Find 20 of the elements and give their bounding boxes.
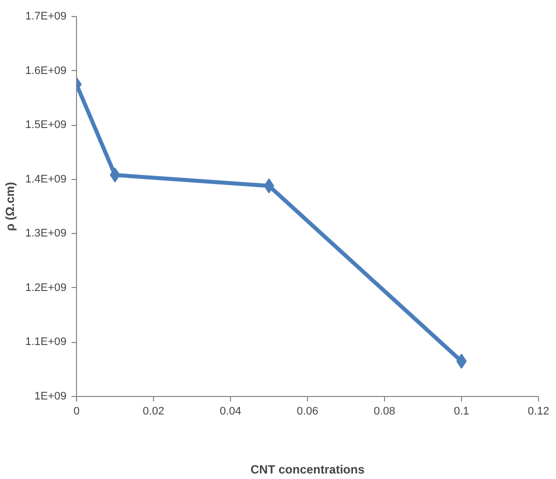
y-axis-title: ρ (Ω.cm) bbox=[3, 182, 18, 232]
y-tick-label: 1.6E+09 bbox=[25, 64, 67, 77]
x-axis-title: CNT concentrations bbox=[250, 462, 365, 476]
y-tick-label: 1.1E+09 bbox=[25, 336, 67, 348]
x-tick-label: 0.08 bbox=[374, 406, 396, 418]
point bbox=[264, 178, 274, 194]
point bbox=[110, 168, 120, 183]
y-tick-label: 1.7E+09 bbox=[25, 10, 67, 22]
point bbox=[456, 354, 467, 369]
x-tick-label: 0 bbox=[73, 406, 80, 418]
x-tick-label: 0.02 bbox=[142, 406, 164, 418]
y-tick-label: 1.4E+09 bbox=[25, 173, 67, 186]
y-tick-label: 1.2E+09 bbox=[25, 282, 67, 294]
y-tick-label: 1.5E+09 bbox=[25, 119, 67, 132]
x-tick-label: 0.06 bbox=[296, 406, 318, 418]
y-tick-label: 1.3E+09 bbox=[25, 228, 67, 240]
x-tick-label: 0.1 bbox=[454, 406, 470, 418]
x-tick-label: 0.04 bbox=[220, 406, 242, 418]
x-tick-label: 0.12 bbox=[528, 406, 550, 418]
y-tick-label: 1E+09 bbox=[34, 390, 67, 402]
